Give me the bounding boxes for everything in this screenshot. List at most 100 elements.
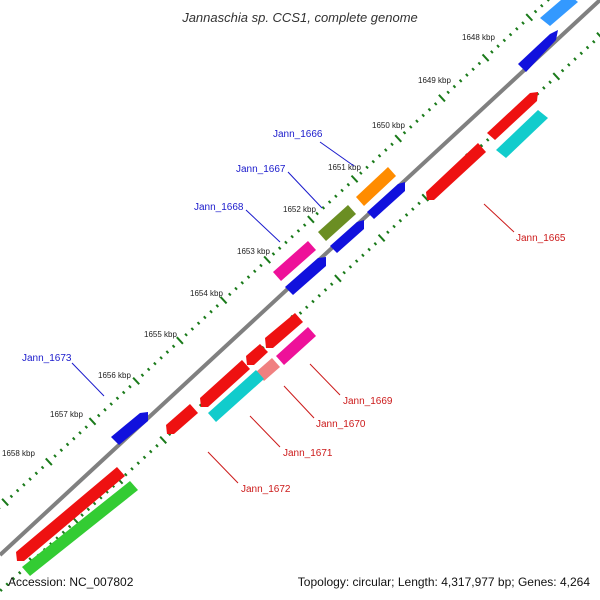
label-jann-1668[interactable]: Jann_1668 (194, 202, 244, 213)
tick-mark (34, 471, 39, 476)
tick-mark (367, 247, 371, 252)
gene-jann-1671[interactable] (208, 370, 264, 422)
tick-mark (465, 73, 469, 77)
gene-jann-1667[interactable] (318, 205, 356, 241)
gene-jann-1669[interactable] (276, 327, 316, 365)
tick-mark (45, 457, 53, 466)
tick-mark (67, 524, 72, 529)
connector-jann-1668 (245, 209, 281, 243)
tick-mark (277, 246, 282, 250)
tick-mark (132, 376, 140, 385)
gene-red-rev-3[interactable] (200, 360, 250, 407)
tick-mark (408, 125, 413, 129)
gene-green-bottom[interactable] (22, 481, 138, 576)
tick-mark (184, 332, 188, 337)
tick-mark (290, 234, 294, 239)
tick-mark (394, 134, 403, 143)
tick-mark (228, 292, 232, 297)
tick-mark (22, 483, 26, 487)
tick-mark (446, 90, 450, 95)
tick-mark (240, 281, 245, 285)
tick-mark (155, 444, 159, 448)
tick-mark (5, 582, 9, 587)
tick-mark (190, 327, 195, 331)
tick-mark (567, 63, 571, 67)
forward-strand-genes (111, 0, 578, 445)
connector-jann-1666 (319, 141, 355, 167)
tick-mark (302, 223, 307, 227)
label-jann-1666[interactable]: Jann_1666 (273, 129, 323, 140)
tick-mark (390, 142, 394, 147)
tick-mark (386, 230, 390, 235)
gene-blue-fwd-3[interactable] (285, 257, 326, 295)
label-jann-1670[interactable]: Jann_1670 (316, 419, 366, 430)
tick-mark (0, 588, 3, 592)
gene-jann-1668[interactable] (273, 241, 316, 281)
label-jann-1667[interactable]: Jann_1667 (236, 164, 286, 175)
tick-mark (40, 465, 45, 470)
tick-mark (17, 571, 22, 575)
reverse-strand-genes (16, 110, 548, 576)
tick-mark (415, 119, 419, 123)
label-jann-1671[interactable]: Jann_1671 (283, 448, 333, 459)
connector-jann-1669 (309, 363, 341, 396)
tick-mark (136, 461, 141, 465)
gene-jann-1665[interactable] (426, 143, 486, 200)
gene-jann-1672[interactable] (166, 404, 198, 434)
tick-mark (317, 293, 321, 298)
gene-red-rev-2[interactable] (246, 344, 268, 365)
tick-mark (234, 286, 238, 291)
label-jann-1672[interactable]: Jann_1672 (241, 484, 291, 495)
connector-jann-1667 (287, 171, 323, 209)
tick-mark (259, 263, 263, 268)
gene-blue-fwd-2[interactable] (330, 220, 364, 253)
tick-label-1654: 1654 kbp (190, 289, 223, 298)
tick-mark (99, 495, 103, 500)
tick-label-1653: 1653 kbp (237, 247, 270, 256)
tick-mark (142, 455, 147, 460)
tick-label-1656: 1656 kbp (98, 371, 131, 380)
tick-mark (78, 431, 82, 435)
tick-mark (9, 494, 14, 499)
tick-mark (402, 130, 407, 135)
tick-mark (552, 72, 561, 81)
tick-label-1657: 1657 kbp (50, 410, 83, 419)
gene-red-bottom[interactable] (16, 467, 125, 561)
gene-jann-1666[interactable] (356, 167, 396, 206)
tick-mark (304, 305, 309, 310)
tick-mark (508, 32, 513, 37)
tick-mark (371, 159, 376, 164)
gene-jann-1670[interactable] (256, 358, 280, 381)
tick-mark (585, 45, 590, 50)
gene-red-top[interactable] (487, 92, 538, 140)
tick-mark (373, 242, 378, 246)
tick-mark (115, 396, 120, 401)
tick-mark (171, 344, 176, 349)
tick-mark (219, 296, 228, 305)
tick-mark (365, 165, 369, 170)
tick-mark (296, 229, 301, 233)
tick-mark (159, 356, 163, 360)
gene-blue-top[interactable] (518, 30, 558, 72)
gene-sky-top[interactable] (540, 0, 578, 26)
tick-mark (1, 498, 9, 507)
tick-mark (340, 188, 344, 193)
tick-mark (15, 488, 20, 493)
label-jann-1673[interactable]: Jann_1673 (22, 353, 72, 364)
tick-mark (346, 182, 351, 187)
gene-jann-1673[interactable] (111, 412, 148, 445)
gene-cyan-right[interactable] (496, 110, 548, 158)
connector-jann-1672 (207, 451, 239, 484)
tick-mark (596, 32, 600, 38)
gene-red-rev-1[interactable] (265, 313, 303, 348)
label-jann-1665[interactable]: Jann_1665 (516, 233, 566, 244)
tick-mark (323, 288, 328, 292)
gene-blue-fwd-1[interactable] (367, 182, 405, 219)
tick-mark (146, 367, 151, 372)
tick-mark (321, 206, 326, 210)
tick-label-1658: 1658 kbp (2, 449, 35, 458)
map-title: Jannaschia sp. CCS1, complete genome (181, 10, 418, 25)
label-jann-1669[interactable]: Jann_1669 (343, 396, 393, 407)
tick-mark (579, 51, 584, 56)
